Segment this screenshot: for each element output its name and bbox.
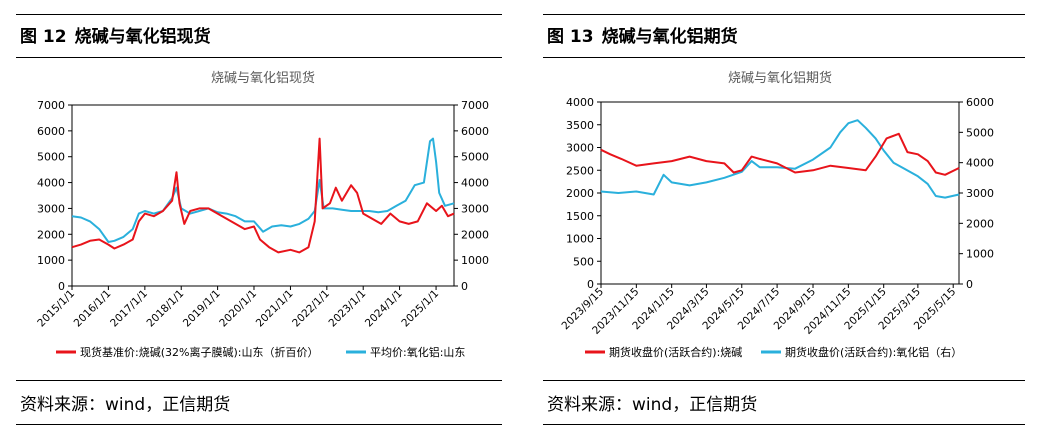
chart-title: 烧碱与氧化铝现货 <box>211 70 315 86</box>
x-tick-label: 2015/1/1 <box>35 288 77 330</box>
y-right-tick-label: 3000 <box>461 202 489 215</box>
figure-number: 图 12 <box>20 27 67 47</box>
legend-label-2: 期货收盘价(活跃合约):氧化铝（右） <box>785 345 962 359</box>
x-tick-label: 2022/1/1 <box>290 288 332 330</box>
y-left-tick-label: 3000 <box>566 142 594 155</box>
figure-caption: 烧碱与氧化铝现货 <box>74 27 211 47</box>
y-left-tick-label: 1500 <box>566 210 594 223</box>
y-right-tick-label: 1000 <box>461 254 489 267</box>
figure-title: 图 12 烧碱与氧化铝现货 <box>20 22 211 47</box>
y-right-tick-label: 0 <box>461 280 468 293</box>
bottom-rule <box>543 424 1025 425</box>
x-tick-label: 2017/1/1 <box>108 288 150 330</box>
x-tick-label: 2025/1/1 <box>399 288 441 330</box>
y-right-tick-label: 0 <box>966 278 973 291</box>
source-rule <box>16 380 502 381</box>
source-note: 资料来源：wind，正信期货 <box>20 395 231 415</box>
y-left-tick-label: 5000 <box>37 151 65 164</box>
x-tick-label: 2021/1/1 <box>254 288 296 330</box>
y-right-tick-label: 5000 <box>966 126 994 139</box>
series-line-2 <box>600 119 960 199</box>
series-line-1 <box>71 137 455 254</box>
legend-label-1: 期货收盘价(活跃合约):烧碱 <box>609 345 742 359</box>
x-tick-label: 2016/1/1 <box>72 288 114 330</box>
y-left-tick-label: 0 <box>587 278 594 291</box>
top-rule <box>16 14 502 15</box>
y-right-tick-label: 7000 <box>461 99 489 112</box>
y-right-tick-label: 4000 <box>461 177 489 190</box>
y-right-tick-label: 5000 <box>461 151 489 164</box>
source-note: 资料来源：wind，正信期货 <box>547 395 758 415</box>
y-right-tick-label: 1000 <box>966 248 994 261</box>
y-left-tick-label: 2500 <box>566 164 594 177</box>
legend-label-2: 平均价:氧化铝:山东 <box>370 345 465 359</box>
y-left-tick-label: 1000 <box>566 233 594 246</box>
figure-number: 图 13 <box>547 27 594 47</box>
bottom-rule <box>16 424 502 425</box>
x-tick-label: 2020/1/1 <box>217 288 259 330</box>
x-tick-label: 2023/1/1 <box>326 288 368 330</box>
legend-label-1: 现货基准价:烧碱(32%离子膜碱):山东（折百价） <box>80 345 318 359</box>
y-right-tick-label: 2000 <box>461 228 489 241</box>
y-right-tick-label: 2000 <box>966 217 994 230</box>
source-rule <box>543 380 1025 381</box>
x-tick-label: 2019/1/1 <box>181 288 223 330</box>
figure-13-panel: 图 13 烧碱与氧化铝期货 烧碱与氧化铝期货 0 500 1000 1500 2000 250… <box>543 0 1025 438</box>
y-left-tick-label: 7000 <box>37 99 65 112</box>
top-rule <box>543 14 1025 15</box>
chart-futures: 烧碱与氧化铝期货 0 500 1000 1500 2000 2500 3000 3500 4000… <box>560 70 994 359</box>
chart-title: 烧碱与氧化铝期货 <box>728 70 832 86</box>
y-left-tick-label: 0 <box>58 280 65 293</box>
plot-area-border <box>71 104 455 287</box>
title-rule <box>16 57 502 58</box>
series-line-1 <box>600 132 960 176</box>
y-right-tick-label: 6000 <box>966 96 994 109</box>
title-rule <box>543 57 1025 58</box>
y-left-tick-label: 500 <box>573 255 594 268</box>
y-left-tick-label: 4000 <box>566 96 594 109</box>
y-left-tick-label: 2000 <box>566 187 594 200</box>
y-left-tick-label: 2000 <box>37 228 65 241</box>
y-left-tick-label: 4000 <box>37 177 65 190</box>
y-left-tick-label: 6000 <box>37 125 65 138</box>
figure-title: 图 13 烧碱与氧化铝期货 <box>547 22 738 47</box>
x-tick-label: 2018/1/1 <box>145 288 187 330</box>
y-left-tick-label: 1000 <box>37 254 65 267</box>
figure-caption: 烧碱与氧化铝期货 <box>601 27 738 47</box>
chart-spot: 烧碱与氧化铝现货 0 1000 2000 3000 4000 5000 6000 7000 0 10… <box>35 70 489 359</box>
series-line-2 <box>71 137 455 243</box>
y-right-tick-label: 6000 <box>461 125 489 138</box>
figure-12-panel: 图 12 烧碱与氧化铝现货 烧碱与氧化铝现货 0 1000 2000 3000 4000 50… <box>16 0 502 438</box>
x-tick-label: 2024/1/1 <box>363 288 405 330</box>
y-left-tick-label: 3500 <box>566 119 594 132</box>
y-left-tick-label: 3000 <box>37 202 65 215</box>
y-right-tick-label: 3000 <box>966 187 994 200</box>
y-right-tick-label: 4000 <box>966 157 994 170</box>
